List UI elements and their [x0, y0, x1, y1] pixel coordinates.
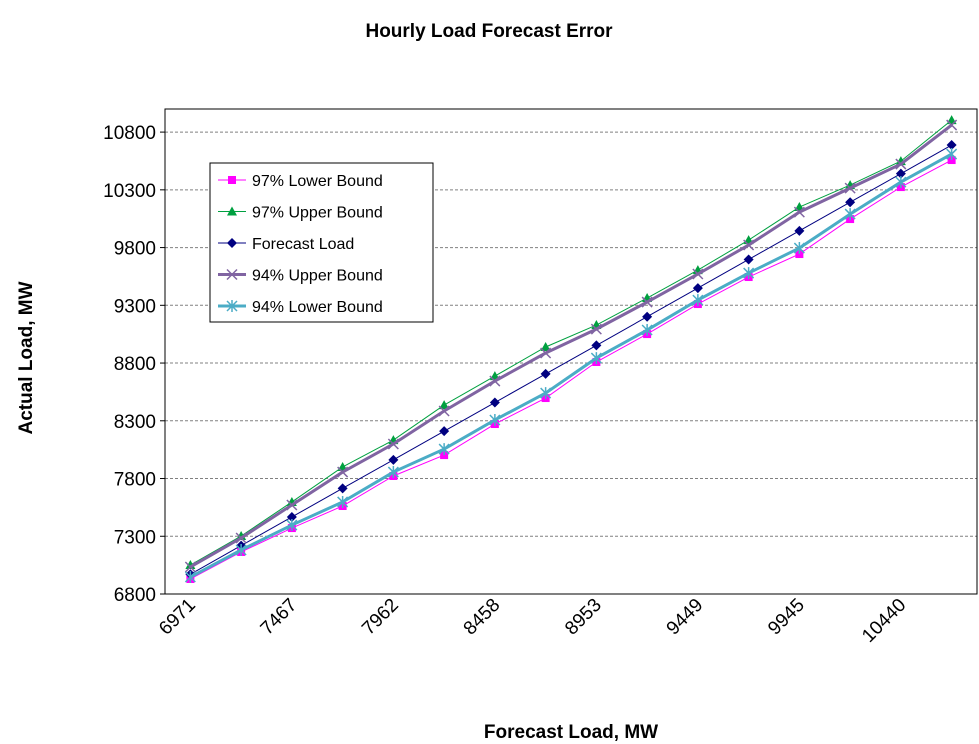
point: [793, 242, 805, 255]
point: [184, 571, 196, 584]
point: [540, 347, 552, 359]
point: [590, 352, 602, 365]
legend-label: Forecast Load: [252, 236, 354, 253]
point: [489, 413, 501, 426]
point: [692, 268, 704, 280]
legend-box: [209, 162, 434, 323]
point: [794, 225, 805, 236]
point: [946, 140, 957, 151]
point: [946, 119, 958, 131]
x-axis-label: Forecast Load, MW: [484, 722, 658, 743]
point: [440, 451, 449, 460]
point: [286, 511, 297, 522]
series-line: [190, 119, 952, 566]
legend-marker: [226, 300, 238, 312]
point: [235, 544, 247, 557]
point: [388, 454, 399, 465]
point: [540, 341, 551, 351]
x-tick-label: 7962: [358, 595, 403, 640]
legend-label: 97% Upper Bound: [252, 205, 383, 222]
point: [946, 115, 957, 125]
point: [844, 208, 856, 221]
point: [337, 495, 349, 508]
point: [235, 532, 247, 544]
series-line: [190, 144, 952, 575]
y-tick-label: 10800: [103, 123, 156, 144]
point: [895, 176, 907, 189]
y-tick-label: 7800: [114, 470, 156, 491]
y-tick-label: 6800: [114, 585, 156, 606]
point: [743, 254, 754, 265]
point: [947, 156, 956, 165]
point: [793, 206, 805, 218]
plot-area: [164, 108, 978, 595]
legend-marker: [227, 238, 237, 248]
point: [438, 443, 450, 456]
point: [692, 283, 703, 294]
legend-marker: [228, 176, 236, 184]
point: [489, 375, 501, 387]
legend-label: 97% Lower Bound: [252, 173, 383, 190]
y-tick-label: 10300: [103, 181, 156, 202]
point: [590, 323, 602, 335]
point: [895, 168, 906, 179]
point: [337, 483, 348, 494]
y-tick-label: 9300: [114, 296, 156, 317]
y-tick-label: 9800: [114, 239, 156, 260]
point: [387, 438, 399, 450]
point: [439, 426, 450, 437]
point: [439, 400, 450, 410]
series-line: [190, 159, 952, 580]
y-tick-label: 8800: [114, 354, 156, 375]
chart-title: Hourly Load Forecast Error: [365, 21, 613, 42]
x-tick-label: 9945: [764, 595, 809, 640]
point: [845, 197, 856, 208]
point: [743, 239, 755, 251]
point: [795, 250, 804, 259]
x-tick-label: 10440: [858, 595, 910, 647]
point: [946, 148, 958, 161]
series-line: [189, 152, 953, 579]
legend-marker: [227, 206, 237, 216]
point: [692, 294, 704, 307]
point: [540, 387, 552, 400]
point: [184, 561, 196, 573]
point: [438, 405, 450, 417]
point: [591, 340, 602, 351]
point: [641, 324, 653, 337]
point: [387, 466, 399, 479]
point: [337, 466, 349, 478]
legend-label: 94% Lower Bound: [252, 299, 383, 316]
x-tick-label: 8458: [460, 595, 505, 640]
y-axis-label: Actual Load, MW: [16, 281, 37, 434]
point: [743, 267, 755, 280]
series-line: [189, 123, 953, 569]
point: [540, 368, 551, 379]
point: [641, 296, 653, 308]
y-tick-label: 7300: [114, 527, 156, 548]
y-tick-label: 8300: [114, 412, 156, 433]
point: [642, 311, 653, 322]
point: [844, 182, 856, 194]
point: [489, 397, 500, 408]
point: [286, 519, 298, 532]
x-tick-label: 9449: [663, 595, 708, 640]
x-tick-label: 8953: [561, 595, 606, 640]
legend-marker: [226, 268, 238, 281]
x-tick-label: 7467: [257, 595, 302, 640]
point: [286, 499, 298, 511]
point: [895, 158, 907, 170]
legend-label: 94% Upper Bound: [252, 268, 383, 285]
x-tick-label: 6971: [155, 595, 200, 640]
